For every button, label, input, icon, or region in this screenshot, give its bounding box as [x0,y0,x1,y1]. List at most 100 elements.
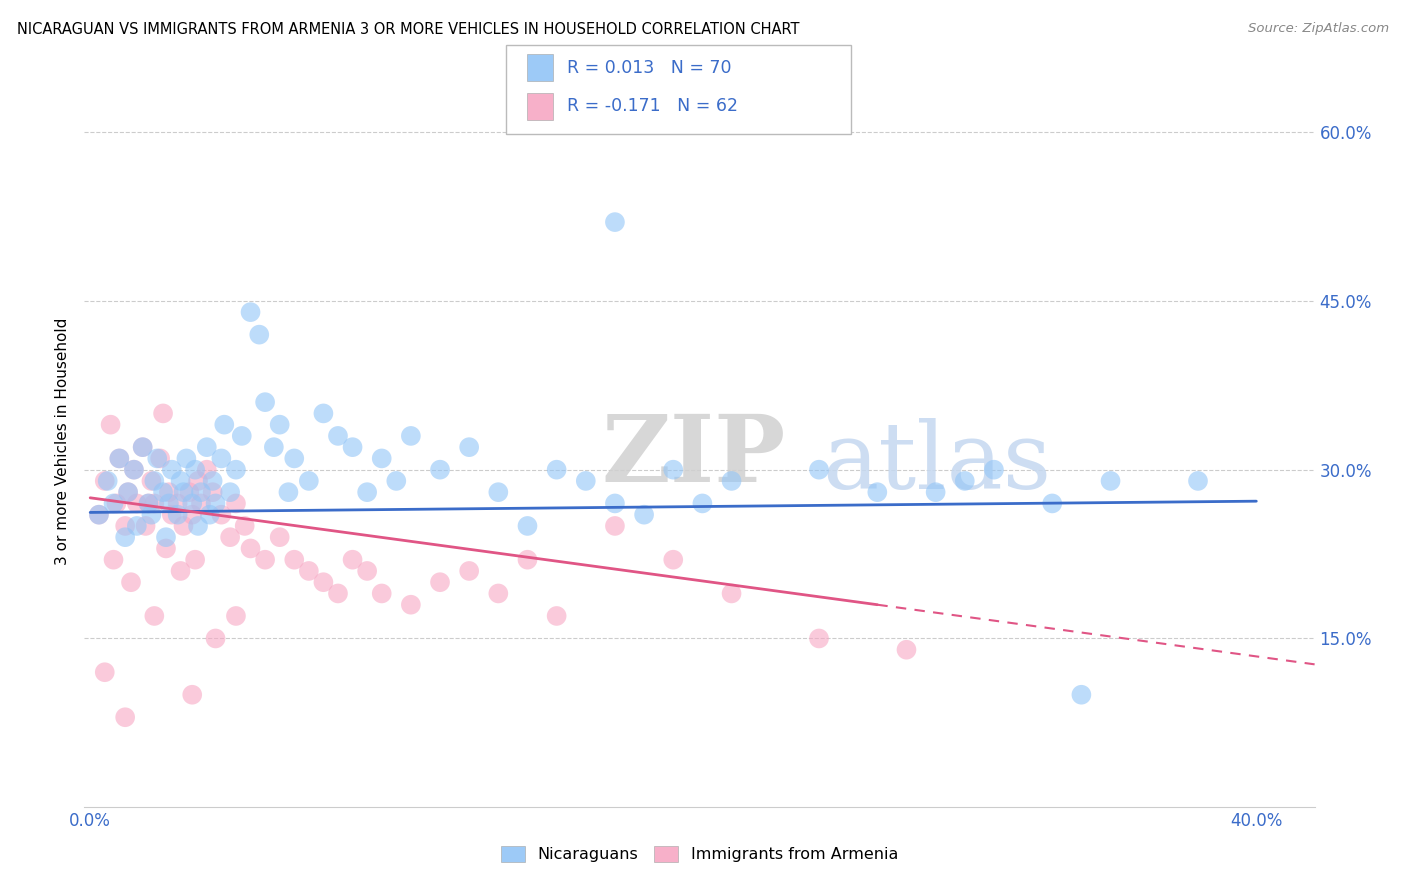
Point [160,508,183,522]
Point [108,451,131,466]
Point [138,496,160,510]
Point [326,586,349,600]
Point [141,474,163,488]
Point [342,552,364,566]
Point [429,575,451,590]
Point [486,485,509,500]
Point [720,586,742,600]
Point [269,417,291,432]
Point [103,552,125,566]
Point [204,496,226,510]
Point [356,564,378,578]
Point [141,508,163,522]
Point [603,519,626,533]
Point [486,586,509,600]
Point [312,575,335,590]
Point [370,586,392,600]
Point [866,485,889,500]
Point [195,463,218,477]
Point [160,463,183,477]
Point [155,541,177,556]
Point [247,327,270,342]
Point [370,451,392,466]
Point [172,519,194,533]
Point [298,474,321,488]
Point [219,530,242,544]
Point [195,440,218,454]
Point [277,485,299,500]
Point [603,215,626,229]
Point [122,463,145,477]
Point [122,463,145,477]
Point [97,474,120,488]
Point [283,451,305,466]
Point [808,463,831,477]
Point [429,463,451,477]
Point [143,496,166,510]
Point [125,496,148,510]
Point [603,496,626,510]
Point [516,519,538,533]
Point [179,485,201,500]
Point [209,508,232,522]
Point [184,552,207,566]
Point [176,451,198,466]
Point [662,463,685,477]
Point [225,609,247,624]
Text: R = 0.013   N = 70: R = 0.013 N = 70 [567,59,731,77]
Point [166,496,188,510]
Point [87,508,110,522]
Text: atlas: atlas [823,418,1052,508]
Point [184,463,207,477]
Point [342,440,364,454]
Point [152,406,174,420]
Point [399,429,422,443]
Point [105,496,128,510]
Text: ZIP: ZIP [602,411,786,501]
Point [146,451,169,466]
Point [231,429,253,443]
Point [263,440,285,454]
Point [983,463,1005,477]
Point [546,463,568,477]
Point [953,474,976,488]
Point [190,496,212,510]
Point [1187,474,1209,488]
Point [172,485,194,500]
Point [108,451,131,466]
Point [209,451,232,466]
Point [114,519,136,533]
Point [204,632,226,646]
Point [181,508,204,522]
Point [187,474,209,488]
Point [94,665,117,680]
Point [114,710,136,724]
Point [114,530,136,544]
Point [662,552,685,566]
Point [198,508,221,522]
Point [356,485,378,500]
Point [808,632,831,646]
Point [1070,688,1092,702]
Point [157,485,180,500]
Point [125,519,148,533]
Point [896,642,918,657]
Point [131,440,153,454]
Point [458,564,481,578]
Point [169,564,191,578]
Point [254,552,277,566]
Point [575,474,598,488]
Point [181,688,204,702]
Point [169,474,191,488]
Point [312,406,335,420]
Legend: Nicaraguans, Immigrants from Armenia: Nicaraguans, Immigrants from Armenia [495,839,904,869]
Point [143,609,166,624]
Point [120,575,142,590]
Point [225,463,247,477]
Point [219,485,242,500]
Point [117,485,139,500]
Point [239,305,262,319]
Point [131,440,153,454]
Point [254,395,277,409]
Point [298,564,321,578]
